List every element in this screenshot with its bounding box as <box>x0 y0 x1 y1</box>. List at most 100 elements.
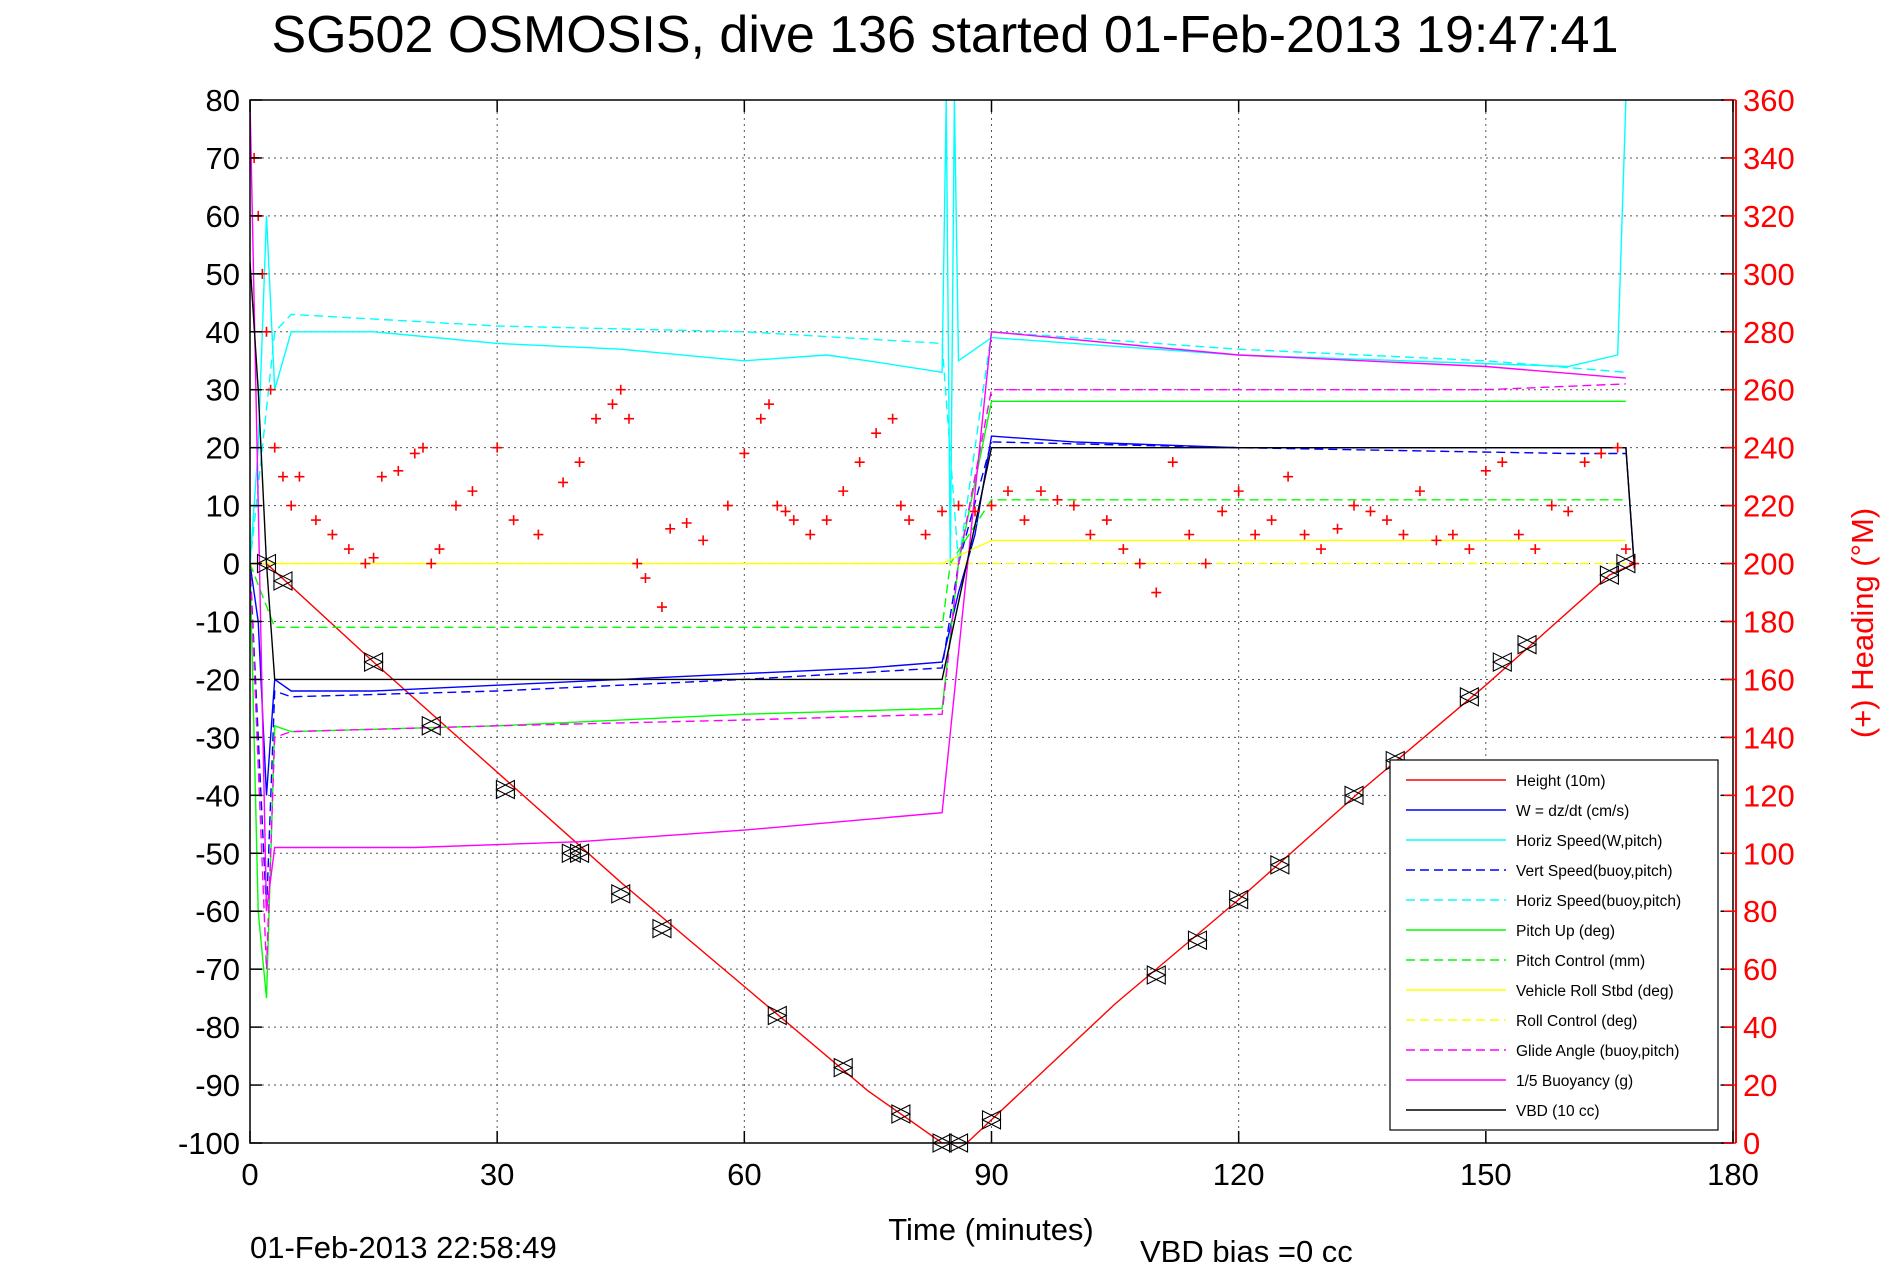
right-tick-label: 300 <box>1743 257 1795 292</box>
right-tick-label: 80 <box>1743 894 1777 929</box>
left-tick-label: 60 <box>206 199 240 234</box>
heading-point <box>1134 558 1145 569</box>
heading-point <box>1316 544 1327 555</box>
heading-point <box>656 602 667 613</box>
heading-point <box>310 515 321 526</box>
heading-point <box>1184 529 1195 540</box>
legend-label: W = dz/dt (cm/s) <box>1516 803 1629 820</box>
series-line-5 <box>250 400 1626 999</box>
depth-marker <box>890 1104 912 1124</box>
series-line-1 <box>250 435 1635 796</box>
heading-point <box>838 486 849 497</box>
heading-point <box>1167 457 1178 468</box>
heading-point <box>665 523 676 534</box>
depth-marker <box>1343 785 1365 806</box>
left-tick-label: -60 <box>195 894 240 929</box>
heading-point <box>805 529 816 540</box>
depth-marker <box>1228 889 1249 910</box>
depth-marker <box>1146 965 1167 985</box>
heading-point <box>434 544 445 555</box>
heading-point <box>1035 486 1046 497</box>
heading-point <box>393 465 404 476</box>
series-line-0 <box>250 562 1635 1143</box>
legend-label: 1/5 Buoyancy (g) <box>1516 1073 1633 1090</box>
heading-point <box>426 558 437 569</box>
heading-point <box>681 517 692 528</box>
heading-point <box>294 471 305 482</box>
heading-point <box>895 500 906 511</box>
depth-marker <box>569 843 590 864</box>
left-tick-label: 80 <box>206 83 240 118</box>
heading-point <box>755 413 766 424</box>
heading-point <box>632 558 643 569</box>
x-tick-label: 0 <box>241 1157 258 1192</box>
heading-point <box>854 457 865 468</box>
heading-point <box>1200 558 1211 569</box>
heading-point <box>1299 529 1310 540</box>
x-tick-label: 180 <box>1707 1157 1759 1192</box>
depth-marker <box>1187 930 1208 951</box>
legend-label: VBD (10 cc) <box>1516 1103 1600 1120</box>
depth-marker <box>561 843 582 864</box>
x-tick-label: 60 <box>727 1157 761 1192</box>
left-tick-label: 40 <box>206 315 240 350</box>
right-axis-label: (+) Heading (°M) <box>1845 508 1880 738</box>
right-tick-label: 320 <box>1743 199 1795 234</box>
heading-point <box>558 477 569 488</box>
heading-point <box>953 500 964 511</box>
series-line-11 <box>250 262 1635 681</box>
right-tick-label: 240 <box>1743 431 1795 466</box>
series-line-10 <box>250 100 1626 912</box>
legend-label: Horiz Speed(buoy,pitch) <box>1516 893 1681 910</box>
heading-point <box>607 399 618 410</box>
series-line-7 <box>250 539 1626 565</box>
depth-marker <box>421 715 442 736</box>
heading-point <box>269 442 280 453</box>
heading-point <box>368 552 379 563</box>
depth-marker <box>1459 686 1480 707</box>
legend-label: Horiz Speed(W,pitch) <box>1516 833 1662 850</box>
heading-point <box>1464 544 1475 555</box>
right-tick-label: 280 <box>1743 315 1795 350</box>
heading-point <box>871 428 882 439</box>
legend-label: Roll Control (deg) <box>1516 1013 1637 1030</box>
depth-marker <box>767 1005 788 1026</box>
heading-point <box>1480 465 1491 476</box>
left-tick-label: 20 <box>206 431 240 466</box>
depth-marker <box>832 1057 854 1078</box>
heading-point <box>788 515 799 526</box>
heading-point <box>1431 535 1442 546</box>
x-tick-label: 90 <box>974 1157 1008 1192</box>
heading-point <box>623 413 634 424</box>
footer-vbd-bias: VBD bias =0 cc <box>1140 1234 1353 1262</box>
heading-point <box>1151 587 1162 598</box>
heading-point <box>772 500 783 511</box>
heading-point <box>1349 500 1360 511</box>
heading-point <box>1447 529 1458 540</box>
depth-marker <box>272 571 294 591</box>
heading-point <box>1612 442 1623 453</box>
heading-point <box>640 573 651 584</box>
right-tick-label: 200 <box>1743 547 1795 582</box>
right-tick-label: 140 <box>1743 720 1795 755</box>
heading-point <box>1002 486 1013 497</box>
heading-point <box>450 500 461 511</box>
heading-point <box>1497 457 1508 468</box>
heading-point <box>1596 448 1607 459</box>
heading-point <box>1398 529 1409 540</box>
left-tick-label: -20 <box>195 662 240 697</box>
x-tick-label: 150 <box>1460 1157 1512 1192</box>
right-tick-label: 20 <box>1743 1068 1777 1103</box>
heading-point <box>1217 506 1228 517</box>
heading-point <box>467 486 478 497</box>
chart-title: SG502 OSMOSIS, dive 136 started 01-Feb-2… <box>271 6 1618 64</box>
heading-point <box>1283 471 1294 482</box>
right-tick-label: 340 <box>1743 141 1795 176</box>
left-tick-label: -10 <box>195 605 240 640</box>
legend-label: Vert Speed(buoy,pitch) <box>1516 863 1673 880</box>
legend-label: Height (10m) <box>1516 773 1606 790</box>
heading-point <box>1579 457 1590 468</box>
heading-point <box>1052 494 1063 505</box>
left-tick-label: -70 <box>195 952 240 987</box>
